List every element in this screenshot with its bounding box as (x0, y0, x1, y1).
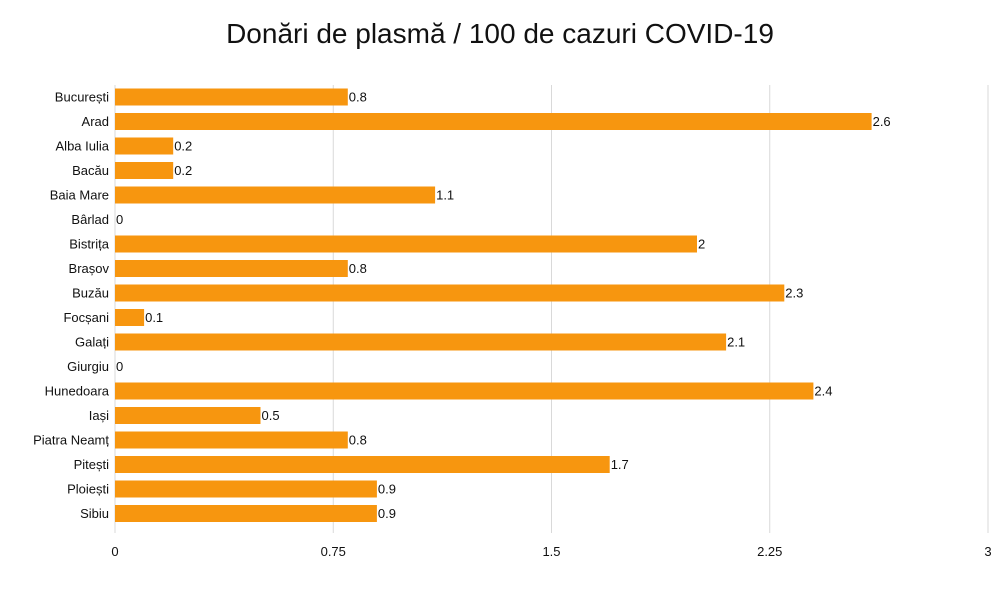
chart-title: Donări de plasmă / 100 de cazuri COVID-1… (226, 18, 774, 49)
category-label: Arad (82, 114, 109, 129)
bar (115, 431, 348, 449)
data-label: 0 (116, 359, 123, 374)
category-label: Bârlad (71, 212, 109, 227)
data-label: 0.2 (174, 163, 192, 178)
category-label: Sibiu (80, 506, 109, 521)
category-label: Ploiești (67, 482, 109, 497)
bar (115, 382, 814, 400)
data-label: 2.4 (814, 384, 832, 399)
category-label: Bistrița (69, 237, 110, 252)
data-label: 1.7 (611, 457, 629, 472)
category-label: Buzău (72, 286, 109, 301)
category-label: Pitești (74, 457, 110, 472)
bar (115, 456, 610, 473)
data-label: 2.3 (785, 286, 803, 301)
bar (115, 284, 785, 302)
category-label: Giurgiu (67, 359, 109, 374)
category-label: Hunedoara (45, 384, 110, 399)
bar (115, 333, 727, 351)
category-label: Iași (89, 408, 109, 423)
data-label: 2.6 (873, 114, 891, 129)
data-label: 0.9 (378, 506, 396, 521)
data-label: 1.1 (436, 188, 454, 203)
category-label: Bacău (72, 163, 109, 178)
data-label: 0.8 (349, 261, 367, 276)
data-label: 2.1 (727, 335, 745, 350)
category-label: Alba Iulia (56, 139, 110, 154)
category-label: Focșani (63, 310, 109, 325)
data-label: 0 (116, 212, 123, 227)
data-label: 0.8 (349, 90, 367, 105)
category-label: Brașov (69, 261, 110, 276)
bar (115, 505, 377, 522)
bar (115, 407, 261, 424)
bar (115, 235, 697, 253)
bar (115, 309, 145, 326)
category-label: Baia Mare (50, 188, 109, 203)
bar (115, 162, 174, 179)
x-tick-label: 3 (984, 544, 991, 559)
bar (115, 88, 348, 106)
data-label: 0.9 (378, 482, 396, 497)
category-label: Piatra Neamț (33, 433, 109, 448)
data-label: 0.5 (262, 408, 280, 423)
data-label: 0.2 (174, 139, 192, 154)
data-label: 0.1 (145, 310, 163, 325)
data-label: 0.8 (349, 433, 367, 448)
bar (115, 186, 436, 204)
bar (115, 480, 377, 498)
x-tick-label: 2.25 (757, 544, 782, 559)
category-label: București (55, 90, 109, 105)
bar (115, 260, 348, 277)
x-tick-label: 0.75 (321, 544, 346, 559)
x-tick-label: 0 (111, 544, 118, 559)
bar (115, 137, 174, 155)
category-label: Galați (75, 335, 109, 350)
bar (115, 113, 872, 130)
data-label: 2 (698, 237, 705, 252)
x-tick-label: 1.5 (542, 544, 560, 559)
